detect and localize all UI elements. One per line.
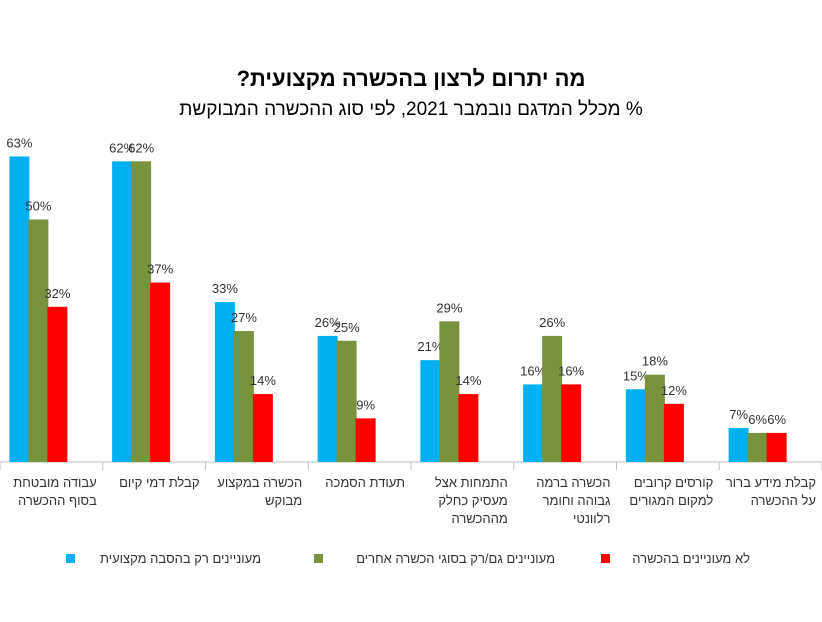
data-label: 16% — [558, 363, 584, 378]
legend-swatch — [66, 554, 75, 563]
category-label: רלוונטי — [573, 511, 611, 526]
bar — [47, 306, 68, 462]
chart-subtitle: % מכלל המדגם נובמבר 2021, לפי סוג ההכשרה… — [179, 99, 643, 120]
bar — [150, 282, 171, 462]
data-label: 32% — [44, 286, 70, 301]
data-label: 25% — [334, 320, 360, 335]
category-label: גבוהה וחומר — [543, 493, 611, 508]
category-label: מעסיק כחלק — [438, 493, 507, 508]
bar — [663, 403, 684, 462]
category-label: למקום המגורים — [629, 493, 713, 508]
data-label: 50% — [25, 199, 51, 214]
data-label: 21% — [417, 339, 443, 354]
category-label: מבוקש — [265, 493, 302, 508]
legend-label: מעוניינים רק בהסבה מקצועית — [100, 551, 261, 566]
bar — [625, 389, 646, 462]
data-label: 16% — [520, 363, 546, 378]
bar — [28, 219, 49, 462]
data-label: 37% — [147, 262, 173, 277]
bar — [561, 384, 582, 462]
legend-swatch — [601, 554, 610, 563]
category-label: עבודה מובטחת — [13, 475, 97, 490]
data-label: 14% — [250, 373, 276, 388]
bar — [542, 335, 563, 462]
bar — [523, 384, 544, 462]
legend-swatch — [314, 554, 323, 563]
bar — [355, 418, 376, 462]
bar — [214, 301, 235, 462]
data-label: 6% — [767, 412, 786, 427]
category-label: הכשרה במקצוע — [217, 475, 302, 490]
bar — [112, 161, 133, 463]
data-label: 14% — [455, 373, 481, 388]
data-label: 62% — [128, 140, 154, 155]
data-label: 62% — [109, 140, 135, 155]
bar — [317, 335, 338, 462]
category-label: קורסים קרובים — [634, 475, 713, 490]
data-label: 26% — [539, 315, 565, 330]
legend-label: לא מעוניינים בהכשרה — [632, 551, 750, 566]
category-label: התמחות אצל — [435, 475, 508, 490]
bar — [131, 161, 152, 463]
category-label: קבלת מידע ברור — [726, 475, 816, 490]
data-label: 26% — [315, 315, 341, 330]
bar — [252, 394, 273, 462]
legend-label: מעוניינים גם/רק בסוגי הכשרה אחרים — [356, 551, 555, 566]
data-label: 27% — [231, 310, 257, 325]
category-label: תעודת הסמכה — [325, 475, 405, 490]
data-label: 18% — [642, 354, 668, 369]
category-label: בסוף ההכשרה — [18, 493, 97, 508]
bar — [439, 321, 460, 462]
bar — [336, 340, 357, 462]
plot-area: 63% 50% 32% עבודה מובטחת בסוף ההכשרה 62%62% 37… — [0, 135, 822, 526]
bar — [644, 374, 665, 462]
bar — [747, 432, 768, 462]
bar — [458, 394, 479, 462]
category-label: על ההכשרה — [751, 493, 816, 508]
data-label: 15% — [623, 368, 649, 383]
category-label: קבלת דמי קיום — [119, 475, 199, 490]
bar — [9, 156, 30, 462]
chart-title: מה יתרום לרצון בהכשרה מקצועית? — [237, 66, 586, 91]
bar — [766, 432, 787, 462]
data-label: 6% — [748, 412, 767, 427]
data-label: 7% — [729, 407, 748, 422]
data-label: 29% — [436, 300, 462, 315]
legend: מעוניינים רק בהסבה מקצועית מעוניינים גם/ר… — [66, 551, 750, 566]
bar — [233, 331, 254, 462]
category-label: הכשרה ברמה — [536, 475, 610, 490]
data-label: 33% — [212, 281, 238, 296]
category-label: מההכשרה — [451, 511, 507, 526]
bar — [420, 360, 441, 462]
data-label: 9% — [356, 397, 375, 412]
data-label: 63% — [6, 135, 32, 150]
data-label: 12% — [661, 383, 687, 398]
bar — [728, 428, 749, 462]
